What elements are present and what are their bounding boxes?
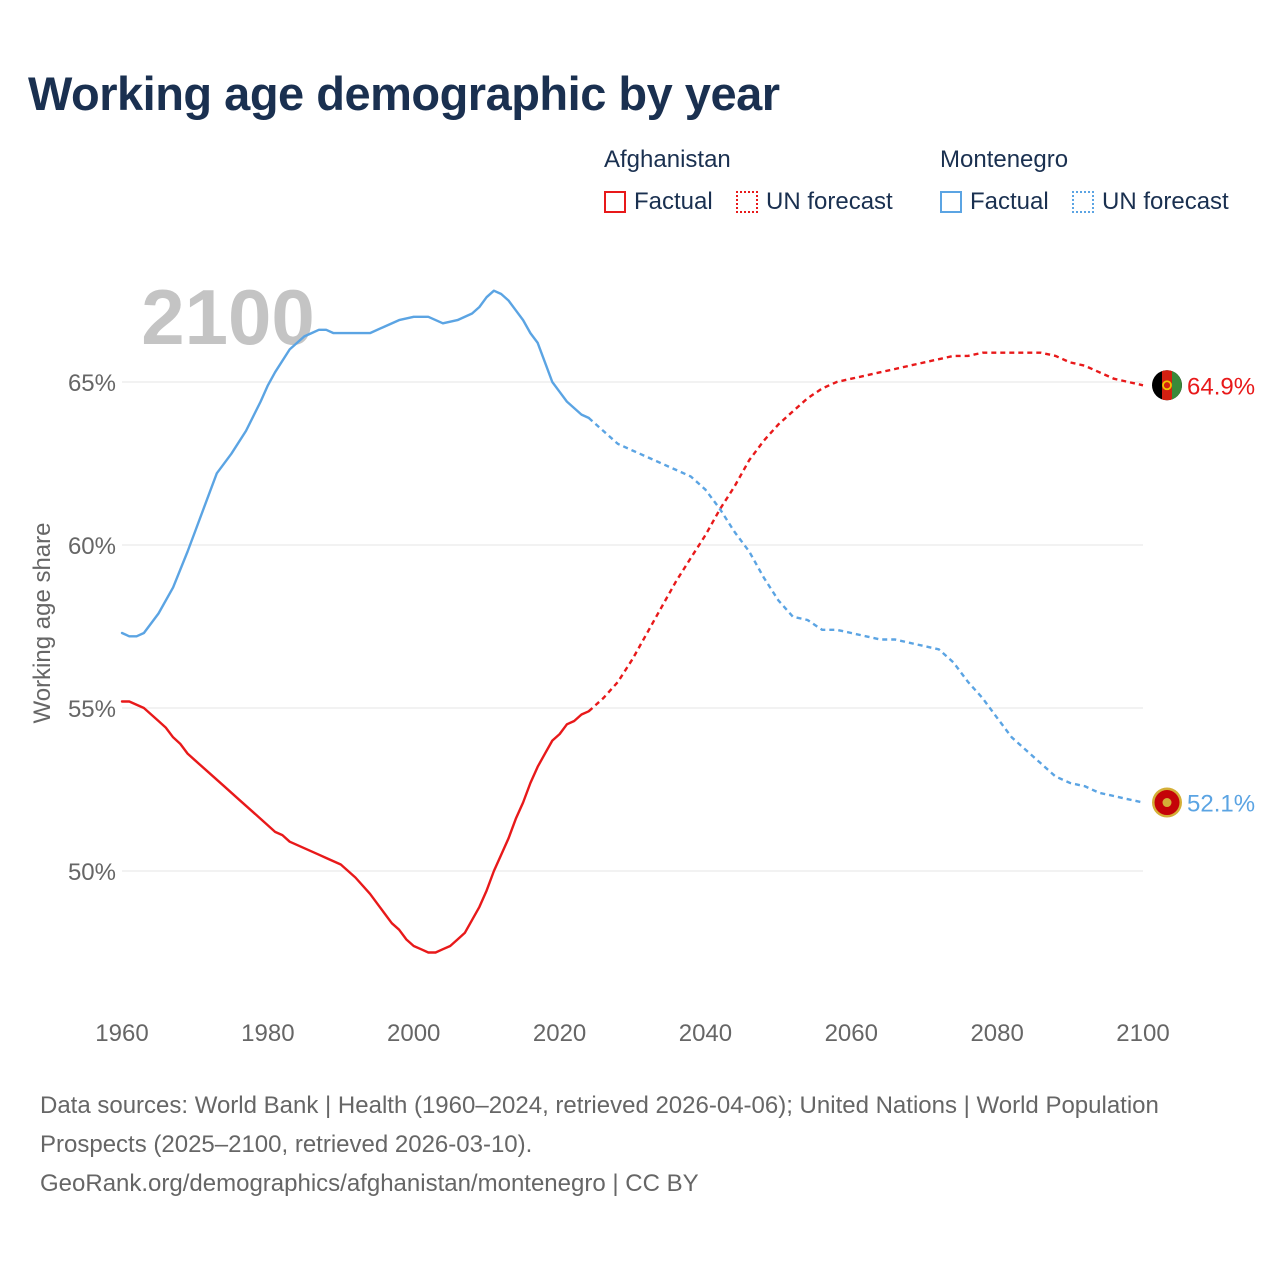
legend-group-montenegro: Montenegro Factual UN forecast xyxy=(940,146,1260,216)
x-tick-label: 2060 xyxy=(825,1020,878,1047)
afghanistan-forecast-line[interactable] xyxy=(587,351,1144,713)
x-tick-label: 1960 xyxy=(95,1020,148,1047)
montenegro-forecast-line[interactable] xyxy=(587,417,1144,804)
line-chart: 2100 50% 55% 60% 65% 1960 1980 2000 2020 2040 20… xyxy=(29,273,1255,1047)
chart-title: Working age demographic by year xyxy=(28,67,780,120)
montenegro-end-value-label: 52.1% xyxy=(1187,791,1255,818)
legend-item-montenegro-forecast[interactable]: UN forecast xyxy=(1072,188,1229,216)
x-tick-label: 2100 xyxy=(1116,1020,1169,1047)
x-tick-label: 2020 xyxy=(533,1020,586,1047)
legend-swatch-solid xyxy=(604,191,626,213)
x-tick-label: 1980 xyxy=(241,1020,294,1047)
y-tick-label: 50% xyxy=(68,859,116,886)
afghanistan-factual-line[interactable] xyxy=(120,700,590,954)
legend-label: UN forecast xyxy=(766,188,893,215)
afghanistan-end-value-label: 64.9% xyxy=(1187,373,1255,400)
legend-swatch-solid xyxy=(940,191,962,213)
x-tick-label: 2040 xyxy=(679,1020,732,1047)
legend-swatch-dotted xyxy=(1072,191,1094,213)
legend-group-afghanistan: Afghanistan Factual UN forecast xyxy=(604,146,914,216)
data-sources: Data sources: World Bank | Health (1960–… xyxy=(40,1092,1159,1158)
y-tick-label: 65% xyxy=(68,370,116,397)
legend-item-montenegro-factual[interactable]: Factual xyxy=(940,188,1049,216)
footer: Data sources: World Bank | Health (1960–… xyxy=(40,1086,1220,1203)
series-end-markers: 64.9% 52.1% xyxy=(1152,370,1255,818)
x-tick-label: 2000 xyxy=(387,1020,440,1047)
x-axis-ticks: 1960 1980 2000 2020 2040 2060 2080 2100 xyxy=(95,1020,1169,1047)
attribution-link[interactable]: GeoRank.org/demographics/afghanistan/mon… xyxy=(40,1170,699,1197)
legend-item-afghanistan-forecast[interactable]: UN forecast xyxy=(736,188,893,216)
afghanistan-flag-icon xyxy=(1152,370,1182,401)
legend-group-title: Afghanistan xyxy=(604,146,731,173)
y-axis-label: Working age share xyxy=(29,523,56,724)
gridlines xyxy=(122,381,1143,872)
year-watermark: 2100 xyxy=(141,273,315,361)
montenegro-flag-icon xyxy=(1152,787,1182,818)
legend-group-title: Montenegro xyxy=(940,146,1069,173)
legend-label: Factual xyxy=(634,188,713,215)
montenegro-factual-line[interactable] xyxy=(120,289,590,638)
series-lines xyxy=(120,289,1144,954)
legend-swatch-dotted xyxy=(736,191,758,213)
y-axis-ticks: 50% 55% 60% 65% xyxy=(68,370,116,886)
legend-label: Factual xyxy=(970,188,1049,215)
legend-item-afghanistan-factual[interactable]: Factual xyxy=(604,188,713,216)
y-tick-label: 55% xyxy=(68,696,116,723)
legend-label: UN forecast xyxy=(1102,188,1229,215)
y-tick-label: 60% xyxy=(68,533,116,560)
x-tick-label: 2080 xyxy=(970,1020,1023,1047)
